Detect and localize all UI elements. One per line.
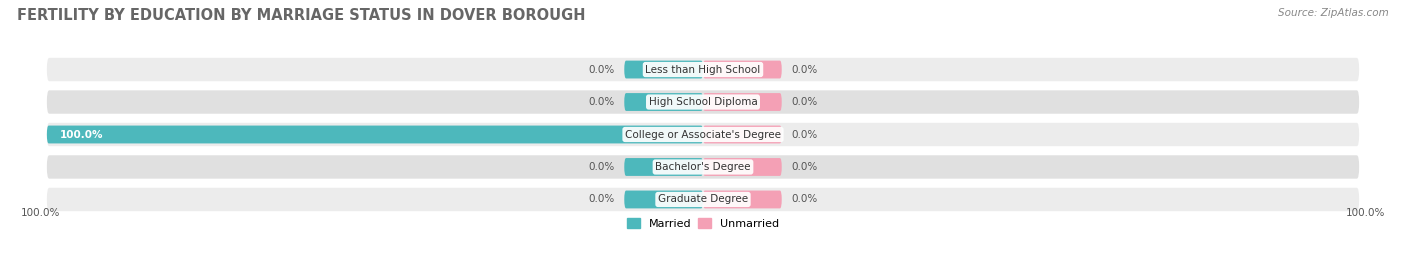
Text: FERTILITY BY EDUCATION BY MARRIAGE STATUS IN DOVER BOROUGH: FERTILITY BY EDUCATION BY MARRIAGE STATU… (17, 8, 585, 23)
Text: 0.0%: 0.0% (792, 129, 818, 140)
FancyBboxPatch shape (703, 126, 782, 143)
FancyBboxPatch shape (46, 58, 1360, 81)
FancyBboxPatch shape (703, 93, 782, 111)
Text: Bachelor's Degree: Bachelor's Degree (655, 162, 751, 172)
FancyBboxPatch shape (624, 190, 703, 208)
Text: 100.0%: 100.0% (21, 208, 60, 218)
Text: 100.0%: 100.0% (1346, 208, 1385, 218)
Text: 0.0%: 0.0% (588, 194, 614, 204)
FancyBboxPatch shape (703, 61, 782, 79)
Text: 0.0%: 0.0% (588, 162, 614, 172)
FancyBboxPatch shape (46, 123, 1360, 146)
Text: 0.0%: 0.0% (792, 65, 818, 75)
FancyBboxPatch shape (46, 126, 703, 143)
Text: College or Associate's Degree: College or Associate's Degree (626, 129, 780, 140)
Text: High School Diploma: High School Diploma (648, 97, 758, 107)
Text: 100.0%: 100.0% (60, 129, 104, 140)
Legend: Married, Unmarried: Married, Unmarried (627, 218, 779, 229)
FancyBboxPatch shape (703, 190, 782, 208)
FancyBboxPatch shape (46, 188, 1360, 211)
FancyBboxPatch shape (624, 61, 703, 79)
Text: 0.0%: 0.0% (588, 65, 614, 75)
Text: Less than High School: Less than High School (645, 65, 761, 75)
FancyBboxPatch shape (703, 158, 782, 176)
Text: 0.0%: 0.0% (588, 97, 614, 107)
Text: Source: ZipAtlas.com: Source: ZipAtlas.com (1278, 8, 1389, 18)
Text: 0.0%: 0.0% (792, 194, 818, 204)
Text: 0.0%: 0.0% (792, 97, 818, 107)
FancyBboxPatch shape (46, 155, 1360, 179)
Text: Graduate Degree: Graduate Degree (658, 194, 748, 204)
FancyBboxPatch shape (46, 90, 1360, 114)
FancyBboxPatch shape (624, 158, 703, 176)
FancyBboxPatch shape (624, 93, 703, 111)
Text: 0.0%: 0.0% (792, 162, 818, 172)
